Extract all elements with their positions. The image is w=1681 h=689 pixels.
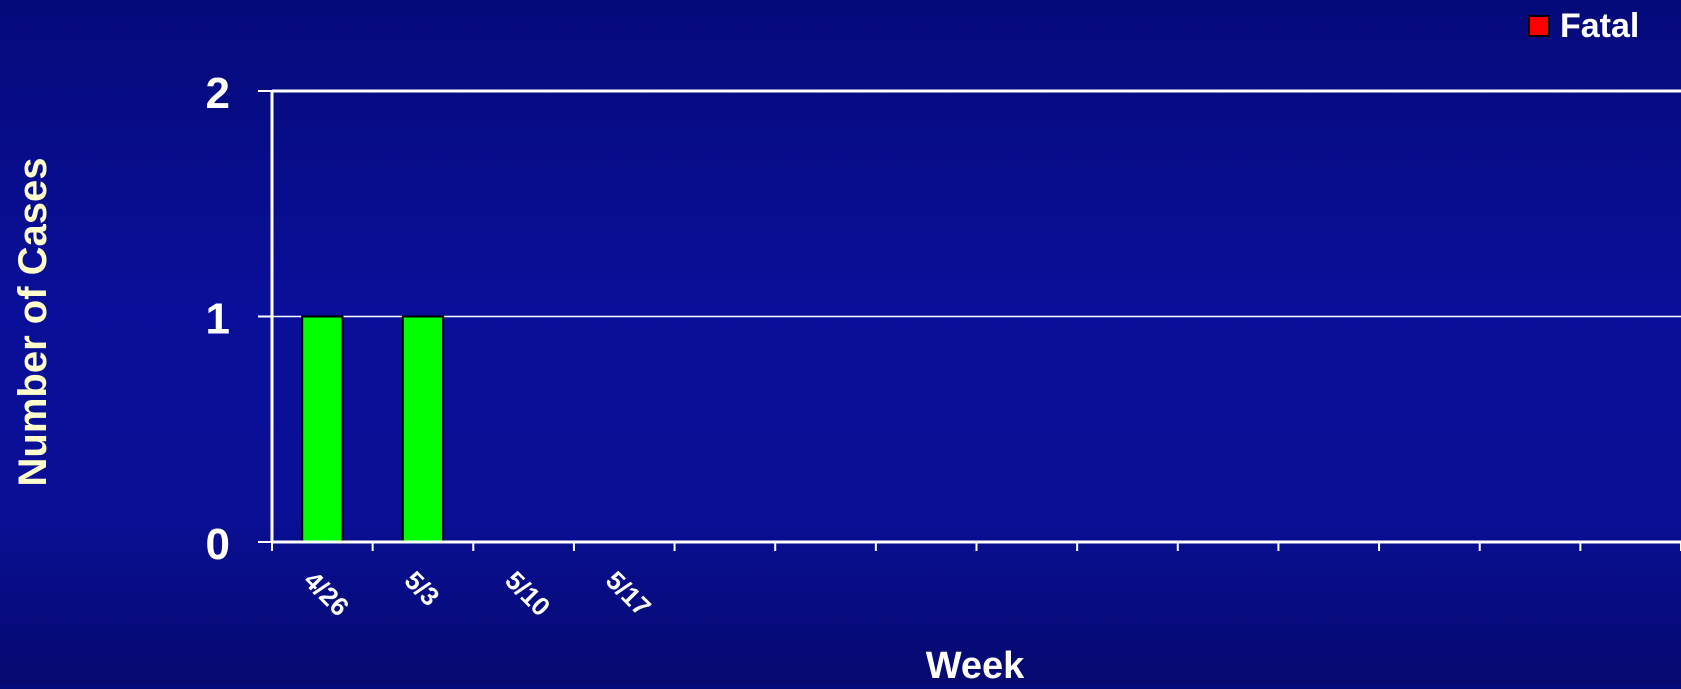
y-axis-title: Number of Cases bbox=[11, 158, 55, 487]
legend-label-fatal: Fatal bbox=[1560, 7, 1639, 45]
axes bbox=[258, 90, 1681, 551]
bars bbox=[301, 315, 445, 543]
bar-4-26 bbox=[301, 315, 344, 543]
legend: Fatal bbox=[1528, 7, 1639, 45]
x-tick-label-5-3: 5/3 bbox=[399, 565, 446, 612]
x-tick-label-5-10: 5/10 bbox=[499, 565, 556, 622]
x-tick-label-4-26: 4/26 bbox=[298, 565, 355, 622]
y-tick-label-1: 1 bbox=[206, 295, 230, 344]
legend-swatch-fatal bbox=[1528, 15, 1550, 37]
x-axis-title: Week bbox=[926, 645, 1025, 684]
grid-lines bbox=[272, 89, 1681, 318]
y-tick-label-0: 0 bbox=[206, 520, 230, 569]
bar-5-3 bbox=[401, 315, 445, 543]
y-tick-label-2: 2 bbox=[206, 69, 230, 118]
x-tick-label-5-17: 5/17 bbox=[600, 565, 657, 622]
